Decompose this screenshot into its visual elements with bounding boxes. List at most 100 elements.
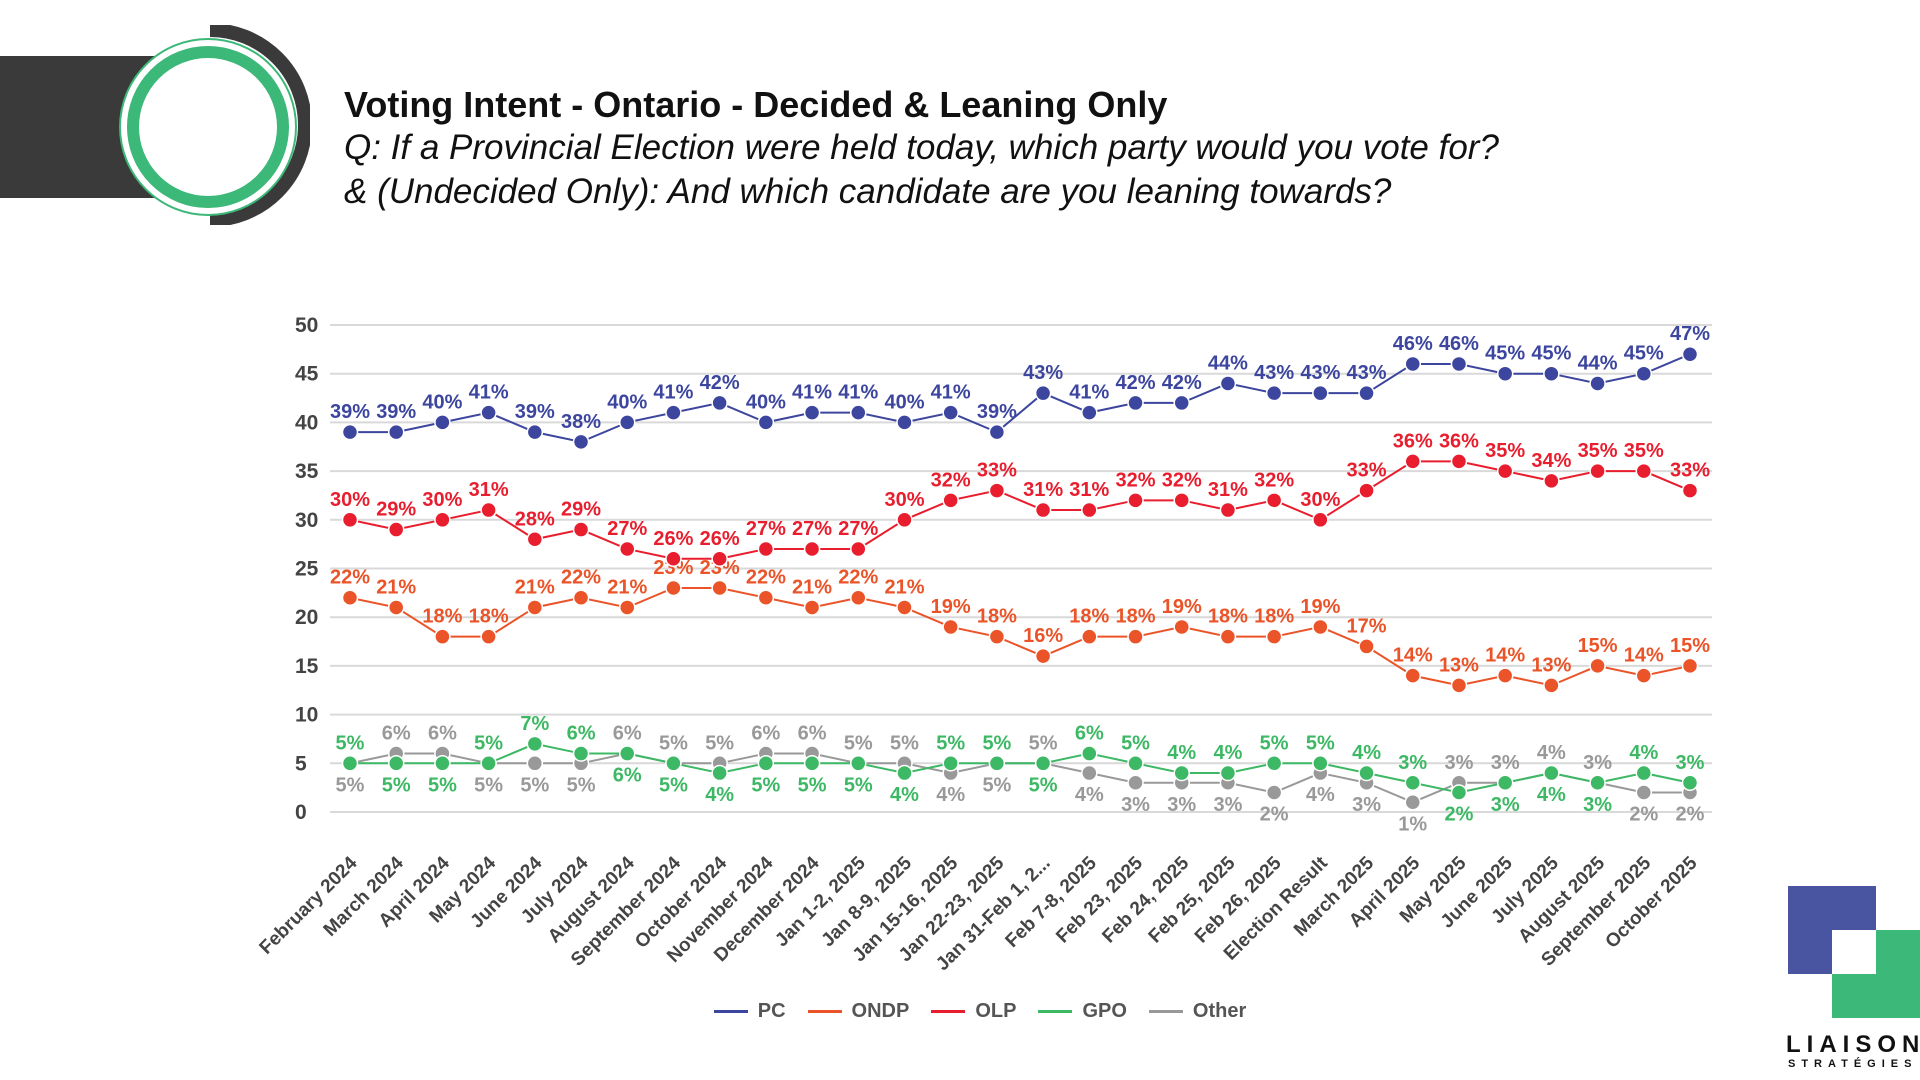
gpo-data-label: 4% [1629,742,1658,764]
y-tick-label: 10 [295,704,318,727]
gpo-data-label: 6% [613,765,642,787]
olp-point [1589,462,1606,480]
olp-data-label: 35% [1485,440,1525,462]
gpo-data-label: 5% [382,774,411,796]
ondp-point [988,628,1006,645]
gpo-point [988,755,1006,772]
gpo-point [1173,764,1190,782]
ondp-data-label: 14% [1393,645,1433,667]
pc-data-label: 41% [1069,382,1109,404]
y-tick-label: 15 [295,655,319,678]
pc-point [1081,404,1098,421]
olp-point [480,501,497,519]
olp-data-label: 27% [607,518,647,540]
olp-point [434,511,451,529]
ondp-point [1543,677,1560,694]
pc-point [1358,384,1375,402]
ondp-data-label: 15% [1670,635,1710,657]
ondp-point [665,579,682,597]
ondp-data-label: 19% [1162,596,1202,618]
other-data-label: 5% [890,732,919,754]
gpo-data-label: 4% [1213,742,1242,764]
olp-data-label: 27% [792,518,832,540]
legend-item-olp: OLP [931,1000,1016,1023]
olp-data-label: 33% [1670,460,1710,482]
pc-data-label: 38% [561,411,601,433]
olp-point [665,550,682,568]
pc-data-label: 39% [376,401,416,423]
olp-data-label: 27% [838,518,878,540]
legend-label: GPO [1082,1000,1127,1022]
pc-data-label: 42% [700,372,740,394]
y-tick-label: 30 [295,509,318,532]
gpo-point [665,755,682,772]
pc-point [942,404,959,421]
legend-swatch [1038,1010,1073,1013]
pc-data-label: 41% [931,382,971,404]
gpo-data-label: 4% [1537,784,1566,806]
gpo-data-label: 5% [936,732,965,754]
pc-data-label: 43% [1347,362,1387,384]
legend-item-gpo: GPO [1038,1000,1127,1023]
other-data-label: 2% [1676,804,1705,826]
pc-data-label: 40% [607,391,647,413]
olp-point [803,540,821,558]
other-data-label: 4% [1537,742,1566,764]
pc-data-label: 40% [746,391,786,413]
pc-data-label: 44% [1208,352,1248,374]
ondp-point [1635,667,1653,684]
ondp-data-label: 21% [515,576,555,598]
pc-data-label: 41% [792,382,832,404]
olp-point [988,482,1006,499]
olp-data-label: 32% [1162,469,1202,491]
ondp-point [1034,647,1052,665]
olp-point [1450,453,1468,470]
gpo-point [341,755,359,772]
gpo-data-label: 7% [520,713,549,735]
gpo-point [942,755,959,772]
gpo-data-label: 5% [982,732,1011,754]
ondp-data-label: 18% [1069,606,1109,628]
ondp-point [1589,657,1606,675]
gpo-data-label: 6% [1075,723,1104,745]
gpo-point [526,735,544,753]
ondp-point [1081,628,1098,645]
gpo-data-label: 5% [751,774,780,796]
olp-point [1034,501,1052,519]
olp-point [1265,492,1283,509]
other-data-label: 3% [1445,752,1474,774]
gpo-point [1127,755,1144,772]
olp-data-label: 33% [977,460,1017,482]
ondp-data-label: 21% [607,576,647,598]
legend-label: OLP [975,1000,1017,1022]
pc-point [665,404,682,421]
olp-data-label: 35% [1624,440,1664,462]
ondp-line [349,586,1691,687]
other-data-label: 1% [1398,813,1427,835]
chart-title: Voting Intent - Ontario - Decided & Lean… [344,84,1168,125]
other-data-label: 5% [982,774,1011,796]
olp-data-label: 26% [653,528,693,550]
olp-point [942,492,959,509]
olp-data-label: 35% [1578,440,1618,462]
pc-point [1681,345,1699,363]
olp-data-label: 33% [1347,460,1387,482]
gpo-data-label: 5% [1260,732,1289,754]
olp-point [711,550,728,568]
olp-data-label: 34% [1531,450,1571,472]
olp-point [1543,472,1560,490]
ondp-data-label: 14% [1485,645,1525,667]
gpo-data-label: 5% [1029,774,1058,796]
other-data-label: 4% [1075,784,1104,806]
olp-point [1358,482,1375,499]
brand-logo-icon [1788,886,1920,1018]
olp-data-label: 36% [1393,430,1433,452]
pc-data-label: 40% [422,391,462,413]
other-data-label: 5% [567,774,596,796]
other-data-label: 5% [659,732,688,754]
pc-point [526,423,544,441]
olp-point [1127,492,1144,509]
gpo-point [1081,745,1098,762]
gpo-data-label: 6% [567,723,596,745]
pc-point [896,414,913,431]
